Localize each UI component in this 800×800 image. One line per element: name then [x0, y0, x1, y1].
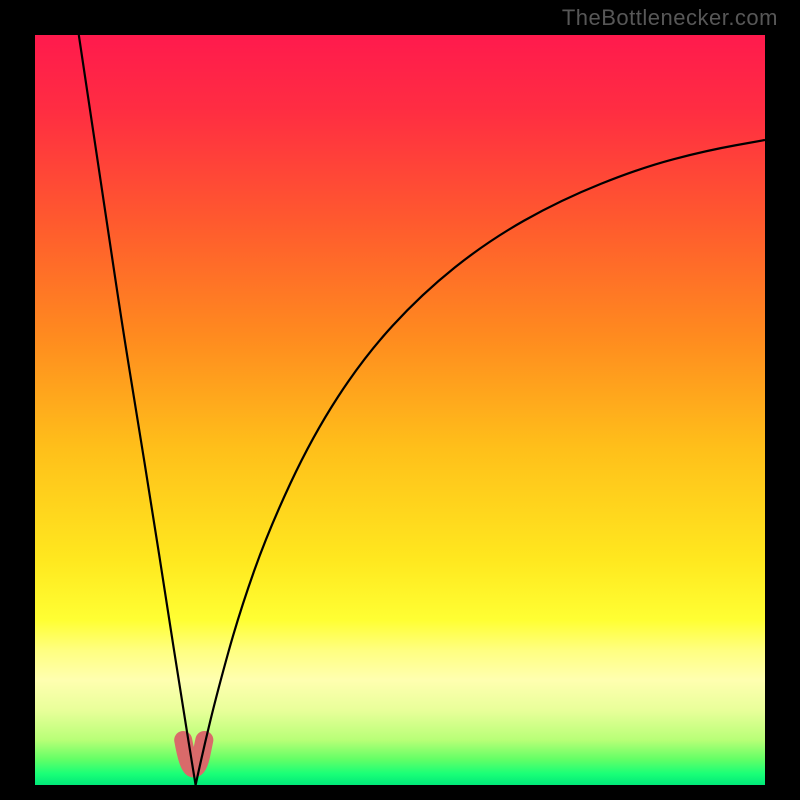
plot-area: [35, 35, 765, 785]
gradient-background: [35, 35, 765, 785]
chart-container: TheBottlenecker.com: [0, 0, 800, 800]
watermark-text: TheBottlenecker.com: [562, 5, 778, 31]
black-frame: [0, 0, 800, 800]
